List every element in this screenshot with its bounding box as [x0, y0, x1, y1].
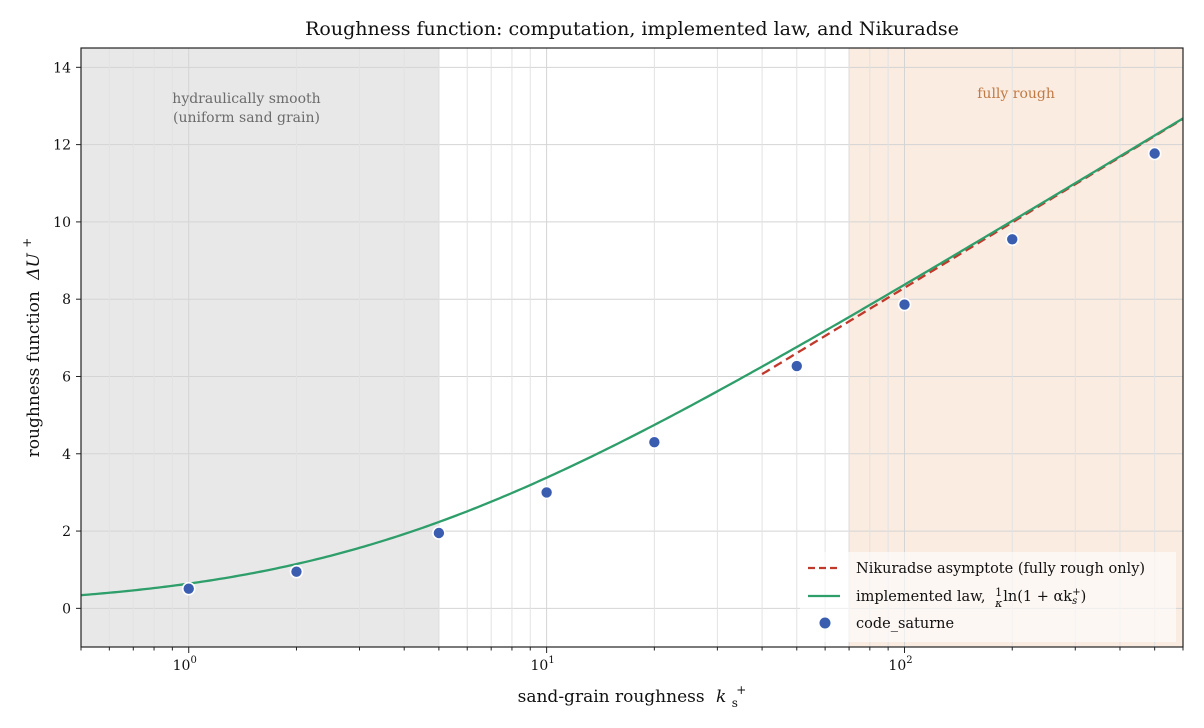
y-tick-label: 6	[62, 369, 71, 385]
y-tick-label: 2	[62, 524, 71, 540]
legend: Nikuradse asymptote (fully rough only) i…	[800, 552, 1176, 642]
y-tick-label: 4	[62, 447, 71, 463]
x-tick-label-base: 10	[531, 658, 549, 674]
x-axis-label-text: sand-grain roughness	[518, 687, 705, 707]
x-axis-label-sup: +	[736, 683, 746, 697]
code-saturne-point	[897, 297, 912, 312]
code-saturne-point	[647, 435, 662, 449]
implemented-law-line	[80, 117, 1184, 597]
legend-label-implemented-law-prefix: implemented law,	[856, 589, 985, 605]
y-tick-label: 12	[53, 138, 71, 154]
legend-label-implemented-law-sub: s	[1072, 596, 1077, 607]
series-group	[80, 117, 1184, 597]
x-tick-label: 101	[531, 655, 555, 674]
y-tick-label: 8	[62, 292, 71, 308]
legend-label-implemented-law: implemented law, 1 κln(1 + αks+)	[856, 586, 1086, 610]
code-saturne-point	[1147, 146, 1162, 161]
legend-box	[800, 552, 1176, 642]
x-tick-label-base: 10	[888, 658, 906, 674]
x-tick-label-exp: 2	[906, 655, 912, 666]
y-tick-label: 10	[53, 215, 71, 231]
legend-label-implemented-law-sup: +	[1072, 587, 1080, 598]
region-label-rough: fully rough	[977, 86, 1055, 102]
region-hydraulically-smooth	[81, 48, 439, 647]
legend-label-implemented-law-close: )	[1081, 589, 1087, 605]
x-axis-label-sub: s	[732, 696, 738, 710]
y-axis-label-math: ΔU	[24, 252, 44, 280]
chart-title: Roughness function: computation, impleme…	[305, 18, 959, 40]
y-tick-label: 0	[62, 601, 71, 617]
code-saturne-point	[1005, 232, 1020, 247]
y-tick-label: 14	[53, 60, 71, 76]
x-tick-label-exp: 0	[190, 655, 196, 666]
x-tick-label-exp: 1	[548, 655, 554, 666]
region-label-smooth: (uniform sand grain)	[173, 110, 320, 126]
legend-label-frac: 1	[995, 586, 1002, 599]
y-axis-label-text: roughness function	[24, 291, 44, 457]
legend-label-implemented-law-math: ln(1 + αk	[1003, 589, 1072, 605]
legend-swatch-code-saturne	[819, 617, 831, 629]
x-tick-label: 102	[888, 655, 912, 674]
code-saturne-point	[289, 564, 304, 579]
grid	[80, 48, 1184, 647]
region-labels: hydraulically smooth (uniform sand grain)…	[172, 86, 1055, 126]
region-label-smooth: hydraulically smooth	[172, 91, 320, 107]
y-axis-label: roughness function ΔU +	[20, 238, 44, 458]
legend-label-frac-den: κ	[994, 597, 1003, 610]
legend-label-nikuradse: Nikuradse asymptote (fully rough only)	[856, 561, 1145, 577]
x-axis-label: sand-grain roughness k s +	[518, 683, 747, 712]
y-axis-label-sup: +	[20, 238, 34, 248]
code-saturne-point	[539, 485, 554, 500]
legend-label-code-saturne: code_saturne	[856, 616, 954, 632]
code-saturne-point	[789, 359, 804, 373]
code-saturne-point	[432, 526, 446, 540]
x-axis-label-math: k	[716, 687, 726, 707]
x-tick-label: 100	[173, 655, 197, 674]
x-tick-label-base: 10	[173, 658, 191, 674]
code-saturne-point	[181, 581, 196, 596]
plot-frame	[80, 47, 1184, 648]
